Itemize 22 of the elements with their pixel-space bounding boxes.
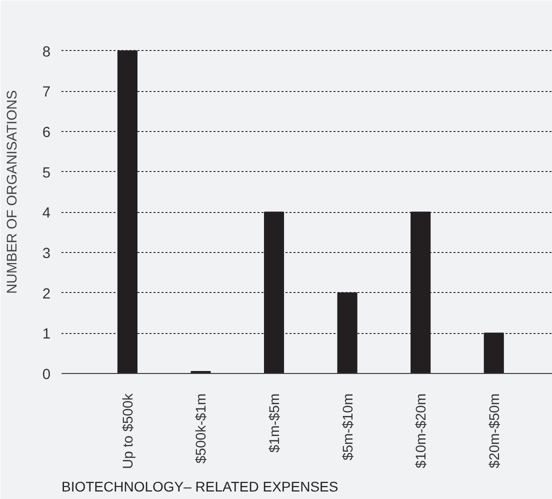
y-axis-title: NUMBER OF ORGANISATIONS [3,90,20,294]
x-tick-label: $5m-$10m [339,393,356,460]
y-tick-label: 2 [42,286,51,302]
bar [337,292,358,374]
y-tick-label: 3 [42,246,51,262]
y-tick-label: 6 [42,125,51,141]
x-tick-label: $10m-$20m [412,394,429,468]
bar [264,212,284,374]
bar [117,50,138,374]
x-tick-label: $500k-$1m [192,393,209,464]
x-tick-label: $1m-$5m [266,393,282,453]
bar [484,332,504,374]
x-tick-label: Up to $500k [119,392,136,469]
x-tick-label: $20m-$50m [486,394,502,468]
y-tick-label: 7 [42,84,51,101]
y-tick-label: 0 [42,367,51,383]
bar [410,212,431,374]
y-tick-label: 5 [42,165,51,182]
y-tick-label: 8 [42,44,51,60]
y-tick-label: 4 [42,206,51,222]
x-axis-title: BIOTECHNOLOGY– RELATED EXPENSES [62,478,338,494]
y-tick-label: 1 [42,326,51,343]
